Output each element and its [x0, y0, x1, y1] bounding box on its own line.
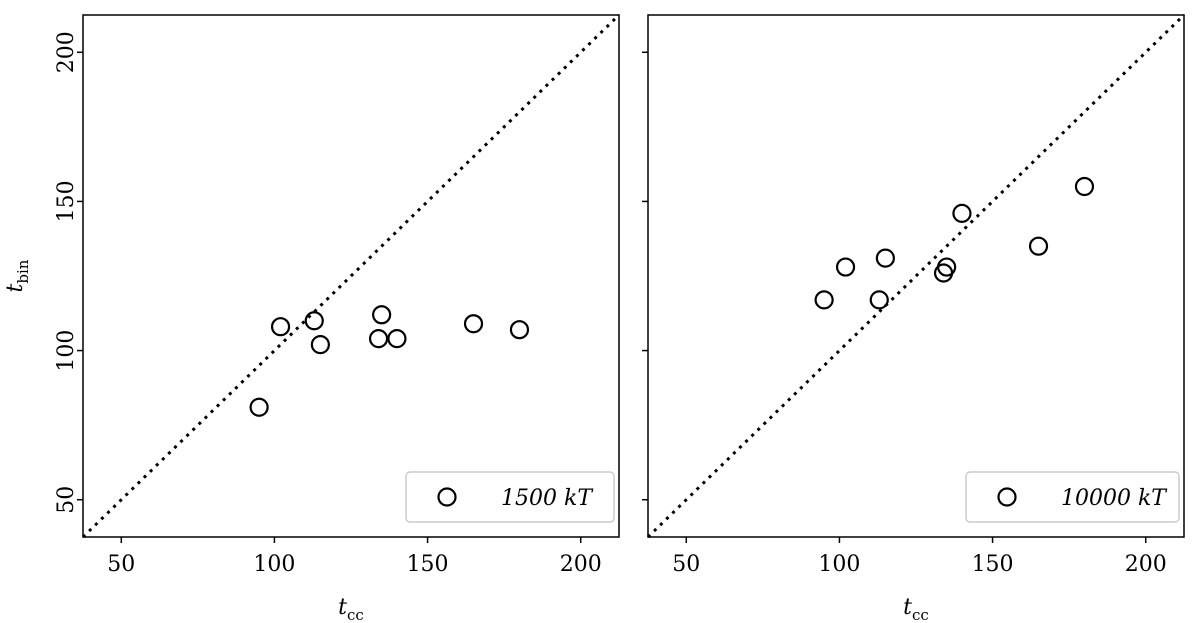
y-tick-label: 50 — [54, 486, 79, 514]
y-tick-label: 100 — [54, 330, 79, 372]
axis-label-sub: cc — [912, 606, 929, 623]
axes-frame — [82, 14, 620, 538]
x-tick-label: 100 — [253, 552, 295, 577]
point — [1074, 176, 1095, 197]
legend-label: 1500 kT — [501, 486, 594, 511]
legend-marker — [437, 487, 457, 507]
point — [875, 248, 895, 268]
point — [249, 397, 269, 417]
point — [304, 311, 324, 331]
point — [952, 203, 972, 223]
point — [509, 320, 530, 340]
point — [310, 335, 330, 355]
axis-label-sub: cc — [347, 606, 364, 623]
point — [814, 290, 834, 310]
point — [869, 290, 889, 310]
legend: 10000 kT — [965, 471, 1180, 523]
axis-label: tcc — [903, 595, 929, 623]
point — [368, 329, 389, 349]
point — [835, 257, 856, 277]
legend-box — [965, 471, 1180, 523]
legend: 1500 kT — [405, 471, 615, 523]
axis-label-sub: bin — [14, 259, 32, 283]
y-tick-label: 150 — [54, 180, 79, 222]
x-tick-label: 200 — [1125, 552, 1167, 577]
axis-label: tbin — [3, 259, 32, 292]
x-tick-label: 50 — [107, 552, 135, 577]
legend-box — [405, 471, 615, 523]
y-tick-label: 200 — [54, 31, 79, 73]
subplot: 50 100 150 200 tcc 10000 kT — [642, 13, 1186, 623]
axis-label-main: t — [3, 283, 28, 292]
point — [463, 314, 484, 334]
axis-label: tcc — [338, 595, 364, 623]
x-tick-label: 150 — [972, 552, 1014, 577]
x-tick-label: 100 — [818, 552, 860, 577]
reference-line — [81, 13, 621, 539]
x-tick-label: 150 — [407, 552, 449, 577]
x-tick-label: 50 — [672, 552, 700, 577]
legend-label: 10000 kT — [1061, 486, 1168, 511]
axis-label-main: t — [903, 595, 912, 620]
point — [372, 305, 392, 325]
legend-marker — [997, 487, 1017, 507]
x-tick-label: 200 — [560, 552, 602, 577]
point — [1028, 236, 1049, 256]
reference-line — [646, 13, 1186, 539]
axis-label-main: t — [338, 595, 347, 620]
point — [387, 329, 407, 349]
point — [937, 257, 957, 277]
axes-frame — [647, 14, 1185, 538]
point — [270, 317, 291, 337]
